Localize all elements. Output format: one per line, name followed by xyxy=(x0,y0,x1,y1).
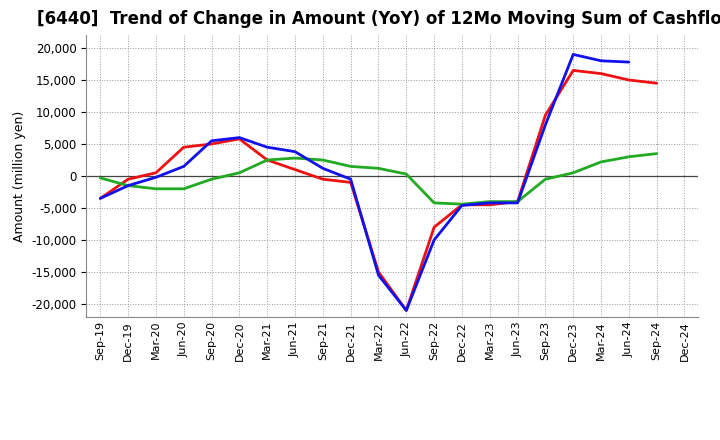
Investing Cashflow xyxy=(152,186,161,191)
Operating Cashflow xyxy=(291,167,300,172)
Free Cashflow xyxy=(346,176,355,182)
Investing Cashflow xyxy=(652,151,661,156)
Free Cashflow xyxy=(513,200,522,205)
Investing Cashflow xyxy=(541,176,550,182)
Investing Cashflow xyxy=(569,170,577,176)
Investing Cashflow xyxy=(263,158,271,163)
Operating Cashflow xyxy=(597,71,606,76)
Investing Cashflow xyxy=(430,200,438,205)
Operating Cashflow xyxy=(374,269,383,275)
Title: [6440]  Trend of Change in Amount (YoY) of 12Mo Moving Sum of Cashflows: [6440] Trend of Change in Amount (YoY) o… xyxy=(37,10,720,28)
Investing Cashflow xyxy=(458,202,467,207)
Y-axis label: Amount (million yen): Amount (million yen) xyxy=(13,110,26,242)
Investing Cashflow xyxy=(374,166,383,171)
Free Cashflow xyxy=(124,183,132,188)
Line: Operating Cashflow: Operating Cashflow xyxy=(100,70,657,310)
Operating Cashflow xyxy=(430,224,438,230)
Operating Cashflow xyxy=(152,170,161,176)
Investing Cashflow xyxy=(124,183,132,188)
Investing Cashflow xyxy=(485,199,494,204)
Investing Cashflow xyxy=(346,164,355,169)
Free Cashflow xyxy=(96,196,104,201)
Operating Cashflow xyxy=(569,68,577,73)
Investing Cashflow xyxy=(402,172,410,177)
Operating Cashflow xyxy=(513,199,522,204)
Operating Cashflow xyxy=(96,196,104,201)
Operating Cashflow xyxy=(346,180,355,185)
Operating Cashflow xyxy=(207,141,216,147)
Free Cashflow xyxy=(597,58,606,63)
Investing Cashflow xyxy=(291,155,300,161)
Free Cashflow xyxy=(430,237,438,242)
Line: Free Cashflow: Free Cashflow xyxy=(100,55,629,310)
Operating Cashflow xyxy=(624,77,633,83)
Free Cashflow xyxy=(152,175,161,180)
Investing Cashflow xyxy=(624,154,633,159)
Investing Cashflow xyxy=(597,159,606,165)
Free Cashflow xyxy=(263,145,271,150)
Operating Cashflow xyxy=(318,176,327,182)
Operating Cashflow xyxy=(402,308,410,313)
Free Cashflow xyxy=(179,164,188,169)
Free Cashflow xyxy=(624,59,633,65)
Free Cashflow xyxy=(458,203,467,208)
Operating Cashflow xyxy=(458,202,467,207)
Operating Cashflow xyxy=(263,158,271,163)
Line: Investing Cashflow: Investing Cashflow xyxy=(100,154,657,204)
Operating Cashflow xyxy=(485,202,494,207)
Free Cashflow xyxy=(235,135,243,140)
Operating Cashflow xyxy=(541,113,550,118)
Investing Cashflow xyxy=(318,158,327,163)
Investing Cashflow xyxy=(513,199,522,204)
Investing Cashflow xyxy=(207,176,216,182)
Free Cashflow xyxy=(291,149,300,154)
Investing Cashflow xyxy=(96,175,104,180)
Free Cashflow xyxy=(374,272,383,278)
Free Cashflow xyxy=(318,166,327,171)
Operating Cashflow xyxy=(652,81,661,86)
Free Cashflow xyxy=(402,308,410,313)
Investing Cashflow xyxy=(235,170,243,176)
Free Cashflow xyxy=(541,122,550,128)
Free Cashflow xyxy=(485,200,494,205)
Free Cashflow xyxy=(207,138,216,143)
Operating Cashflow xyxy=(179,145,188,150)
Operating Cashflow xyxy=(235,136,243,142)
Free Cashflow xyxy=(569,52,577,57)
Investing Cashflow xyxy=(179,186,188,191)
Operating Cashflow xyxy=(124,176,132,182)
